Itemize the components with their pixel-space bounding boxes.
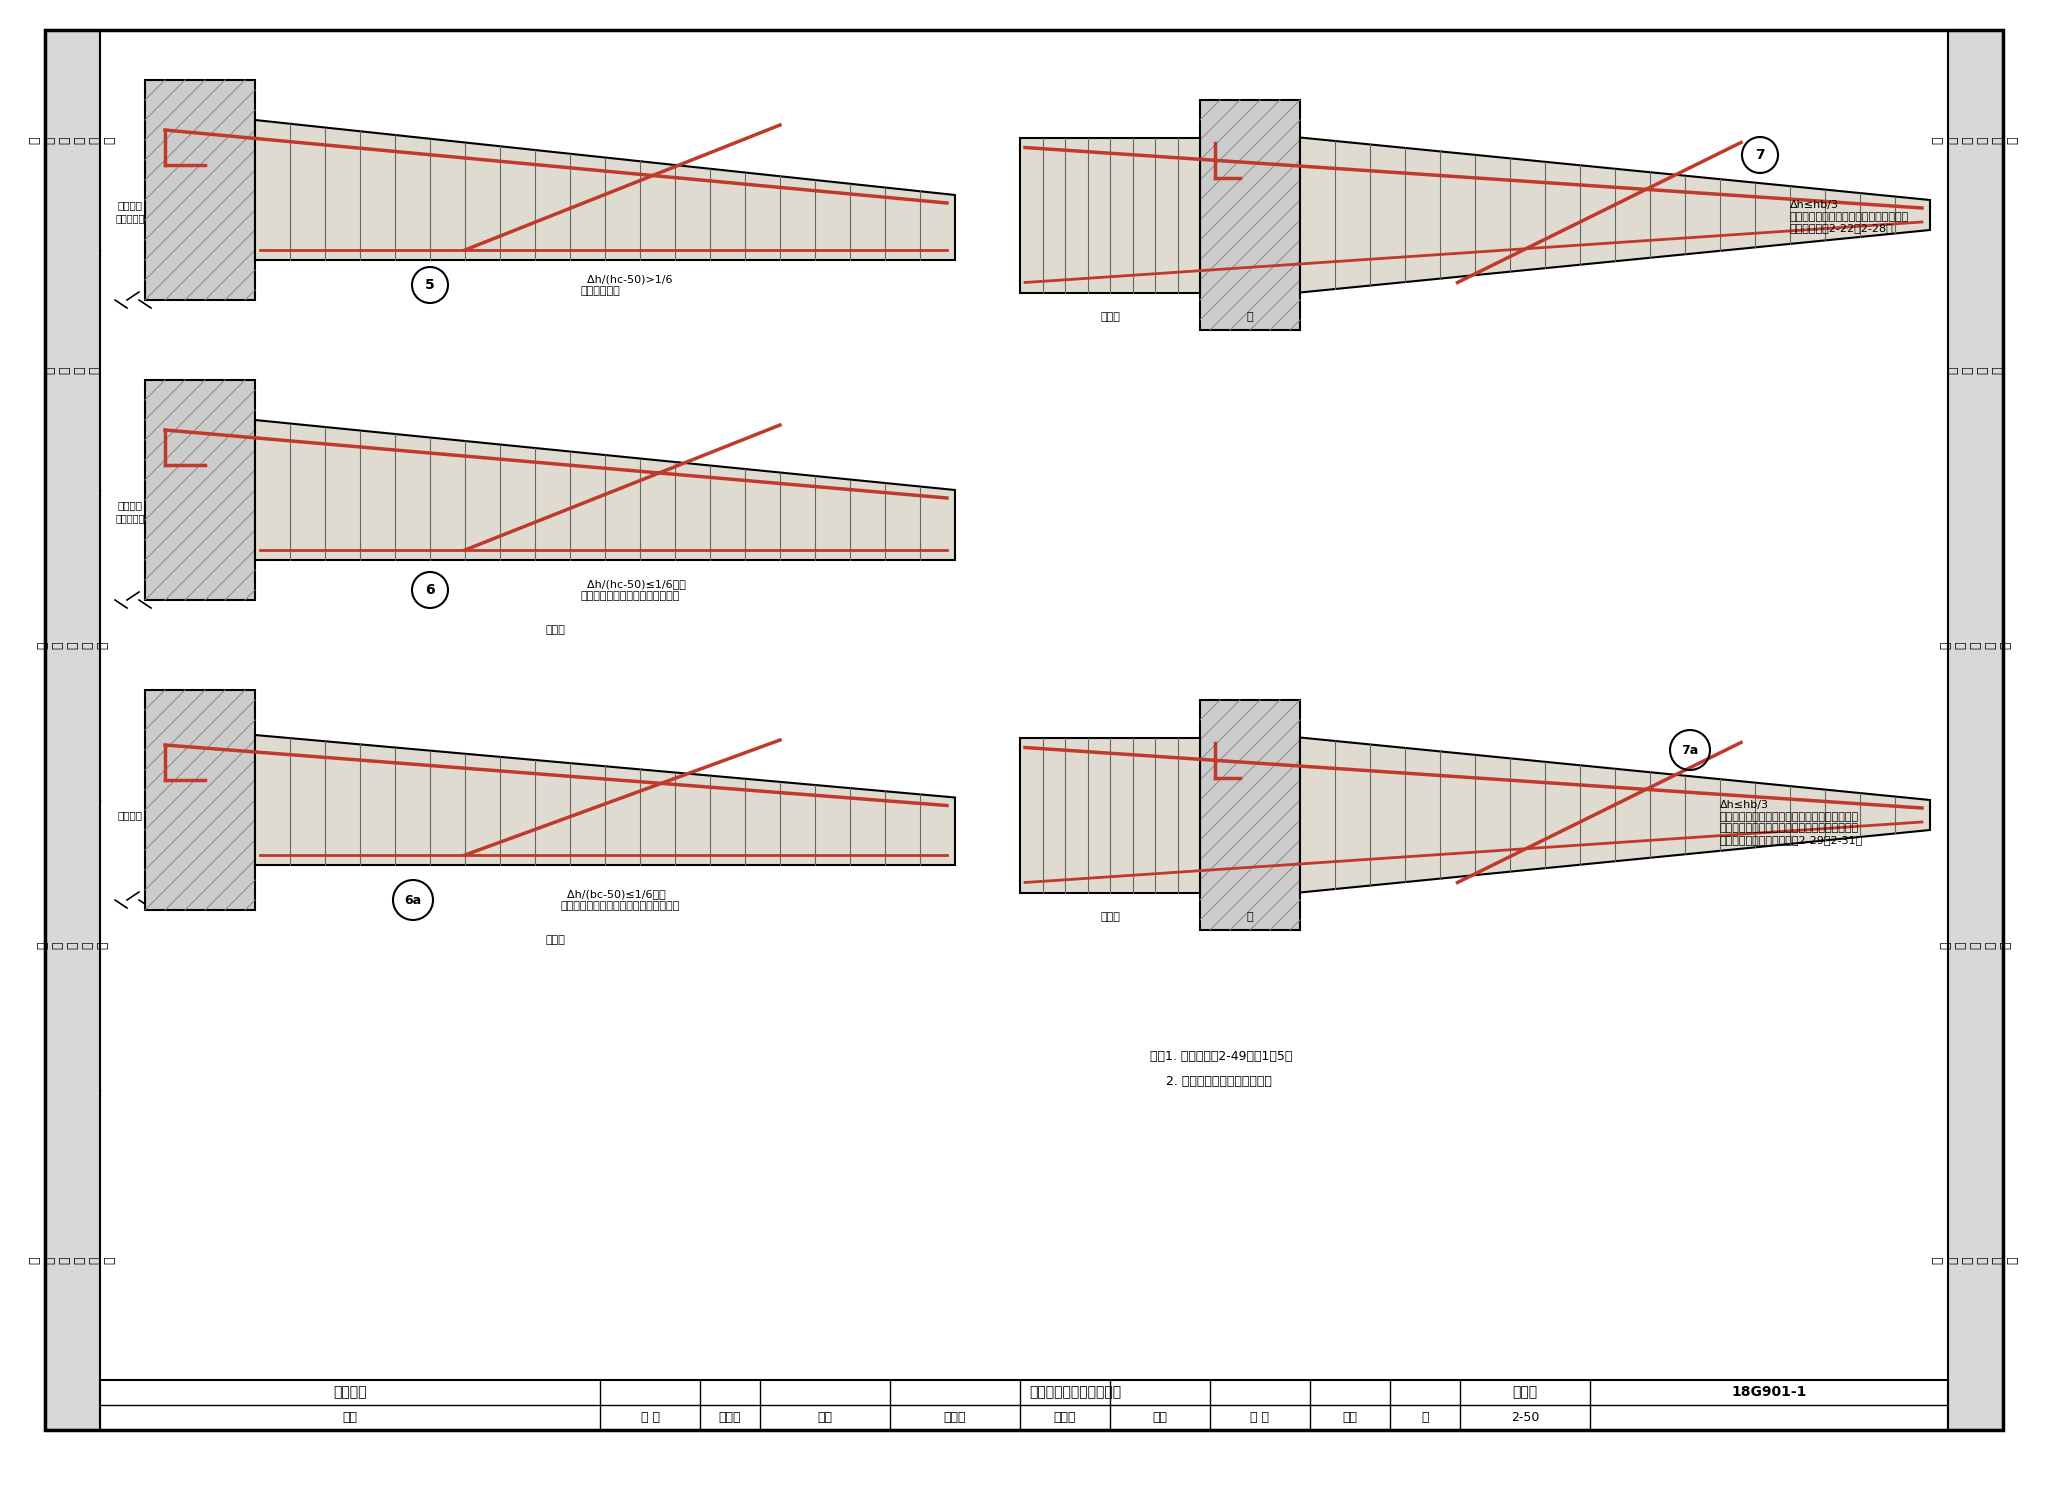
Text: Δh/(hc-50)≤1/6时，
上部纵筋连续布置且仅用于中间层: Δh/(hc-50)≤1/6时， 上部纵筋连续布置且仅用于中间层	[580, 579, 686, 601]
Text: 框架梁: 框架梁	[1100, 912, 1120, 923]
Text: 7: 7	[1755, 147, 1765, 162]
Text: 富主淮: 富主淮	[1055, 1411, 1077, 1424]
Text: 普
通
板
部
分: 普 通 板 部 分	[1939, 942, 2011, 949]
Polygon shape	[1300, 137, 1929, 293]
Polygon shape	[256, 121, 954, 260]
Text: 无
梁
楼
盖
部
分: 无 梁 楼 盖 部 分	[29, 1256, 117, 1263]
Polygon shape	[1020, 738, 1200, 893]
Text: 高志强: 高志强	[944, 1411, 967, 1424]
Polygon shape	[1200, 100, 1300, 330]
Text: 柱: 柱	[1247, 312, 1253, 323]
Text: 柱: 柱	[1247, 912, 1253, 923]
Text: 设计: 设计	[1153, 1411, 1167, 1424]
Text: 18G901-1: 18G901-1	[1731, 1385, 1806, 1400]
Text: 审核: 审核	[342, 1411, 358, 1424]
Text: 7a: 7a	[1681, 744, 1698, 756]
Text: Δh/(hc-50)>1/6
仅用于中间层: Δh/(hc-50)>1/6 仅用于中间层	[580, 274, 672, 296]
Polygon shape	[1200, 699, 1300, 930]
Text: 刘双双: 刘双双	[719, 1411, 741, 1424]
Text: 校对: 校对	[817, 1411, 831, 1424]
Text: 5: 5	[426, 278, 434, 292]
Text: 框架部分: 框架部分	[334, 1385, 367, 1400]
Polygon shape	[145, 379, 256, 600]
Text: 框架梁: 框架梁	[545, 934, 565, 945]
Text: 邓秋: 邓秋	[1343, 1411, 1358, 1424]
Text: 一
般
构
造
要
求: 一 般 构 造 要 求	[29, 137, 117, 144]
Text: 页: 页	[1421, 1411, 1430, 1424]
Bar	[1948, 30, 2003, 1430]
Text: 注：1. 见本图集第2-49页注1～5。: 注：1. 见本图集第2-49页注1～5。	[1151, 1051, 1292, 1062]
Text: 非框架梁: 非框架梁	[117, 809, 143, 820]
Text: 非框架梁: 非框架梁	[117, 199, 143, 210]
Polygon shape	[1020, 137, 1200, 293]
Text: 刘 簏: 刘 簏	[641, 1411, 659, 1424]
Polygon shape	[145, 80, 256, 301]
Text: 2-50: 2-50	[1511, 1411, 1540, 1424]
Text: 2. 括号中数值均用于框架梁。: 2. 括号中数值均用于框架梁。	[1151, 1074, 1272, 1088]
Text: 悬挑梁钢筋排布构造详图: 悬挑梁钢筋排布构造详图	[1028, 1385, 1120, 1400]
Polygon shape	[1300, 738, 1929, 893]
Polygon shape	[256, 735, 954, 865]
Text: 剪
力
墙
部
分: 剪 力 墙 部 分	[1939, 641, 2011, 649]
Text: 图集号: 图集号	[1511, 1385, 1538, 1400]
Polygon shape	[256, 420, 954, 559]
Text: 普
通
板
部
分: 普 通 板 部 分	[37, 942, 109, 949]
Text: Δh≤hb/3
仅用于顶层；当屋面框架梁与悬挑梁顶部底平，
且下部纵筋通长长设置时，框架柱纵筋可按中柱
顶节点锚固，详见本图集第2-29～2-31页: Δh≤hb/3 仅用于顶层；当屋面框架梁与悬挑梁顶部底平， 且下部纵筋通长长设置…	[1720, 801, 1864, 845]
Text: 柱或墙: 柱或墙	[545, 625, 565, 635]
Text: 6a: 6a	[403, 893, 422, 906]
Text: （框架梁）: （框架梁）	[115, 513, 145, 522]
Text: Δh/(bc-50)≤1/6时，
上部纵筋连续布置，可用于中间层或顶层: Δh/(bc-50)≤1/6时， 上部纵筋连续布置，可用于中间层或顶层	[559, 890, 680, 911]
Text: （框架梁）: （框架梁）	[115, 213, 145, 223]
Text: 剪
力
墙
部
分: 剪 力 墙 部 分	[37, 641, 109, 649]
Text: 曹 爽: 曹 爽	[1251, 1411, 1270, 1424]
Text: 6: 6	[426, 583, 434, 597]
Bar	[45, 30, 100, 1430]
Text: 框架梁: 框架梁	[1100, 312, 1120, 323]
Text: 框
架
部
分: 框 架 部 分	[43, 366, 102, 373]
Text: 框
架
部
分: 框 架 部 分	[1946, 366, 2005, 373]
Polygon shape	[145, 690, 256, 911]
Text: 非框架梁: 非框架梁	[117, 500, 143, 510]
Bar	[100, 1379, 1948, 1430]
Text: 一
般
构
造
要
求: 一 般 构 造 要 求	[1931, 137, 2019, 144]
Text: Δh≤hb/3
仅用于顶层；框架梁、柱纵筋仅为示意，
详见本图集第2-22～2-28页: Δh≤hb/3 仅用于顶层；框架梁、柱纵筋仅为示意， 详见本图集第2-22～2-…	[1790, 199, 1909, 234]
Text: 无
梁
楼
盖
部
分: 无 梁 楼 盖 部 分	[1931, 1256, 2019, 1263]
